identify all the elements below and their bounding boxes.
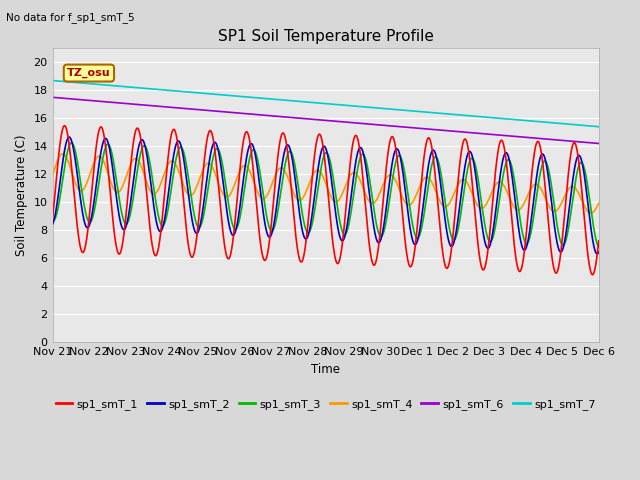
sp1_smT_1 [589,272,596,277]
sp1_smT_1 [61,123,68,129]
sp1_smT_2 [65,134,73,140]
sp1_smT_3 [595,244,602,250]
sp1_smT_1 [257,246,265,252]
sp1_smT_2 [257,195,265,201]
sp1_smT_6 [148,103,156,108]
sp1_smT_1 [498,137,506,143]
sp1_smT_4 [404,202,412,208]
sp1_smT_4 [49,172,56,178]
sp1_smT_4 [498,180,506,186]
sp1_smT_2 [498,163,506,169]
sp1_smT_6 [257,112,265,118]
sp1_smT_3 [257,179,265,184]
sp1_smT_7 [148,86,156,92]
sp1_smT_6 [498,132,506,138]
sp1_smT_1 [49,216,56,221]
sp1_smT_4 [587,210,595,216]
sp1_smT_7 [404,108,412,113]
Text: TZ_osu: TZ_osu [67,68,111,78]
sp1_smT_7 [257,95,265,101]
sp1_smT_3 [456,215,464,221]
sp1_smT_3 [376,233,384,239]
sp1_smT_4 [257,195,265,201]
sp1_smT_2 [595,249,602,255]
sp1_smT_3 [68,140,76,145]
sp1_smT_7 [376,105,384,111]
Legend: sp1_smT_1, sp1_smT_2, sp1_smT_3, sp1_smT_4, sp1_smT_6, sp1_smT_7: sp1_smT_1, sp1_smT_2, sp1_smT_3, sp1_smT… [51,395,600,414]
Line: sp1_smT_2: sp1_smT_2 [52,137,598,254]
sp1_smT_6 [376,122,384,128]
Line: sp1_smT_3: sp1_smT_3 [52,143,598,247]
sp1_smT_2 [148,189,156,194]
sp1_smT_2 [376,238,384,244]
sp1_smT_1 [404,257,412,263]
sp1_smT_3 [498,181,506,187]
sp1_smT_2 [593,251,601,257]
Line: sp1_smT_6: sp1_smT_6 [52,97,598,144]
sp1_smT_6 [456,129,464,134]
sp1_smT_6 [404,124,412,130]
Title: SP1 Soil Temperature Profile: SP1 Soil Temperature Profile [218,29,433,44]
sp1_smT_3 [49,217,56,223]
Text: No data for f_sp1_smT_5: No data for f_sp1_smT_5 [6,12,135,23]
sp1_smT_6 [49,95,56,100]
sp1_smT_1 [376,229,384,235]
sp1_smT_3 [404,191,412,196]
sp1_smT_7 [456,112,464,118]
sp1_smT_4 [148,190,156,196]
Line: sp1_smT_4: sp1_smT_4 [52,154,598,213]
sp1_smT_1 [456,158,464,164]
sp1_smT_4 [59,151,67,157]
sp1_smT_4 [376,189,384,195]
sp1_smT_2 [456,200,464,205]
Line: sp1_smT_1: sp1_smT_1 [52,126,598,275]
sp1_smT_3 [148,172,156,178]
sp1_smT_2 [404,209,412,215]
Y-axis label: Soil Temperature (C): Soil Temperature (C) [15,134,28,256]
sp1_smT_1 [595,238,602,244]
X-axis label: Time: Time [311,362,340,375]
sp1_smT_7 [498,116,506,121]
sp1_smT_7 [595,124,602,130]
sp1_smT_1 [148,240,156,246]
sp1_smT_2 [49,221,56,227]
sp1_smT_4 [595,201,602,206]
Line: sp1_smT_7: sp1_smT_7 [52,81,598,127]
sp1_smT_4 [456,179,464,184]
sp1_smT_6 [595,141,602,146]
sp1_smT_7 [49,78,56,84]
